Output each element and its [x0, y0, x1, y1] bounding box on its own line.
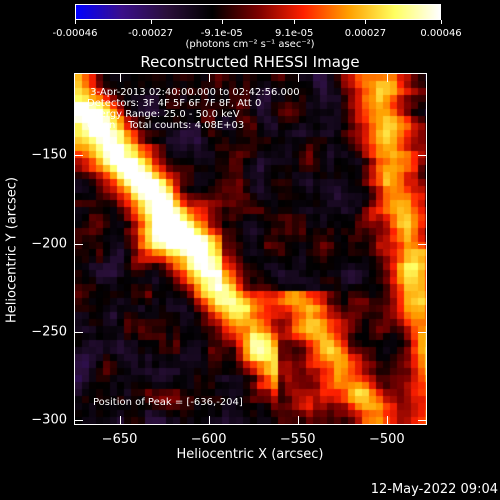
colorbar-tick-label: 0.00027 [344, 28, 387, 39]
colorbar-tick-label: -0.00046 [52, 28, 98, 39]
colorbar-tick-mark [75, 20, 76, 24]
colorbar-tick-label: -9.1e-05 [200, 28, 243, 39]
info-line-clean: Clean Total counts: 4.08E+03 [87, 120, 245, 131]
x-tick-mark [298, 74, 299, 82]
info-line-time: 3-Apr-2013 02:40:00.000 to 02:42:56.000 [87, 87, 300, 98]
x-tick-label: −650 [101, 432, 138, 447]
colorbar-units-label: (photons cm⁻² s⁻¹ asec⁻²) [185, 39, 315, 50]
y-tick-label: −300 [31, 412, 67, 428]
x-axis-label: Heliocentric X (arcsec) [176, 447, 324, 462]
colorbar-tick-mark [222, 20, 223, 24]
colorbar-tick-label: 9.1e-05 [274, 28, 314, 39]
y-tick-mark [75, 244, 83, 245]
x-tick-label: −550 [279, 432, 316, 447]
plot-frame [74, 73, 427, 425]
chart-title: Reconstructed RHESSI Image [140, 53, 360, 71]
y-tick-mark [418, 155, 426, 156]
info-line-energy: Energy Range: 25.0 - 50.0 keV [87, 109, 240, 120]
colorbar-tick-mark [294, 20, 295, 24]
x-tick-mark [387, 416, 388, 424]
colorbar-tick-label: -0.00027 [128, 28, 174, 39]
y-tick-mark [418, 420, 426, 421]
colorbar [75, 4, 441, 20]
y-tick-label: −250 [31, 324, 67, 340]
x-tick-mark [120, 74, 121, 82]
x-tick-mark [120, 416, 121, 424]
x-tick-mark [387, 74, 388, 82]
y-tick-mark [75, 420, 83, 421]
colorbar-tick-mark [151, 20, 152, 24]
y-tick-label: −200 [31, 236, 67, 252]
info-line-detectors: Detectors: 3F 4F 5F 6F 7F 8F, Att 0 [87, 98, 262, 109]
peak-position-label: Position of Peak = [-636,-204] [93, 397, 243, 408]
colorbar-tick-mark [441, 20, 442, 24]
colorbar-tick-label: 0.00046 [420, 28, 462, 39]
x-tick-label: −600 [190, 432, 227, 447]
x-tick-label: −500 [368, 432, 405, 447]
colorbar-tick-mark [365, 20, 366, 24]
y-tick-label: −150 [31, 147, 67, 163]
x-tick-mark [209, 416, 210, 424]
x-tick-mark [298, 416, 299, 424]
y-tick-mark [418, 244, 426, 245]
y-tick-mark [75, 155, 83, 156]
y-axis-label: Heliocentric Y (arcsec) [4, 177, 20, 323]
heatmap-image [75, 74, 426, 424]
footer-timestamp: 12-May-2022 09:04 [370, 482, 498, 497]
y-tick-mark [75, 332, 83, 333]
y-tick-mark [418, 332, 426, 333]
x-tick-mark [209, 74, 210, 82]
